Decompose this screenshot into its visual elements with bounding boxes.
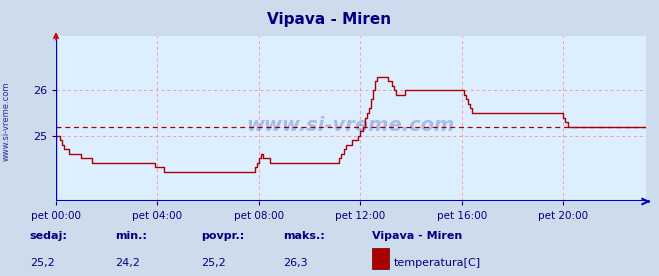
Text: 26,3: 26,3	[283, 258, 308, 268]
Text: 25,2: 25,2	[201, 258, 226, 268]
Text: 25,2: 25,2	[30, 258, 55, 268]
Text: sedaj:: sedaj:	[30, 231, 67, 241]
Text: 24,2: 24,2	[115, 258, 140, 268]
Text: povpr.:: povpr.:	[201, 231, 244, 241]
Text: min.:: min.:	[115, 231, 147, 241]
Text: temperatura[C]: temperatura[C]	[394, 258, 481, 268]
Text: www.si-vreme.com: www.si-vreme.com	[246, 116, 455, 135]
Text: www.si-vreme.com: www.si-vreme.com	[2, 82, 11, 161]
Text: maks.:: maks.:	[283, 231, 325, 241]
Text: Vipava - Miren: Vipava - Miren	[268, 12, 391, 27]
Text: Vipava - Miren: Vipava - Miren	[372, 231, 463, 241]
